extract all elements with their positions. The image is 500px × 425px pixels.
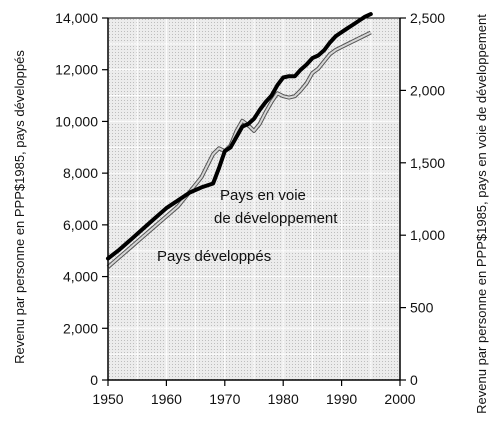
right-tick-label: 1,000: [410, 227, 445, 243]
right-tick-label: 2,000: [410, 82, 445, 98]
left-tick-label: 4,000: [63, 269, 98, 285]
series-lines: [106, 12, 373, 269]
axis-ticks: 1950 1960 1970 1980 1990 2000 0 2,000 4,000 6,000…: [55, 10, 445, 407]
x-tick-label: 1950: [92, 391, 123, 407]
annotation-developing-line2: de développement: [214, 210, 338, 227]
grid-lines: [108, 18, 400, 380]
x-tick-label: 1960: [151, 391, 182, 407]
left-tick-label: 10,000: [55, 113, 98, 129]
annotation-developed: Pays développés: [157, 248, 271, 265]
left-tick-label: 0: [90, 372, 98, 388]
right-tick-label: 0: [410, 372, 418, 388]
right-tick-label: 2,500: [410, 10, 445, 26]
series-line-developing: [107, 31, 372, 268]
left-tick-label: 6,000: [63, 217, 98, 233]
left-tick-label: 8,000: [63, 165, 98, 181]
right-axis-label: Revenu par personne en PPP$1985, pays en…: [474, 14, 489, 414]
x-tick-label: 2000: [384, 391, 415, 407]
left-tick-label: 2,000: [63, 320, 98, 336]
left-tick-label: 12,000: [55, 62, 98, 78]
x-tick-label: 1970: [209, 391, 240, 407]
right-tick-label: 500: [410, 300, 434, 316]
annotation-developing-line1: Pays en voie: [220, 187, 306, 204]
x-tick-label: 1980: [268, 391, 299, 407]
left-axis-label: Revenu par personne en PPP$1985, pays dé…: [12, 50, 27, 364]
right-tick-label: 1,500: [410, 155, 445, 171]
left-tick-label: 14,000: [55, 10, 98, 26]
series-line-developed: [106, 12, 373, 261]
x-tick-label: 1990: [326, 391, 357, 407]
